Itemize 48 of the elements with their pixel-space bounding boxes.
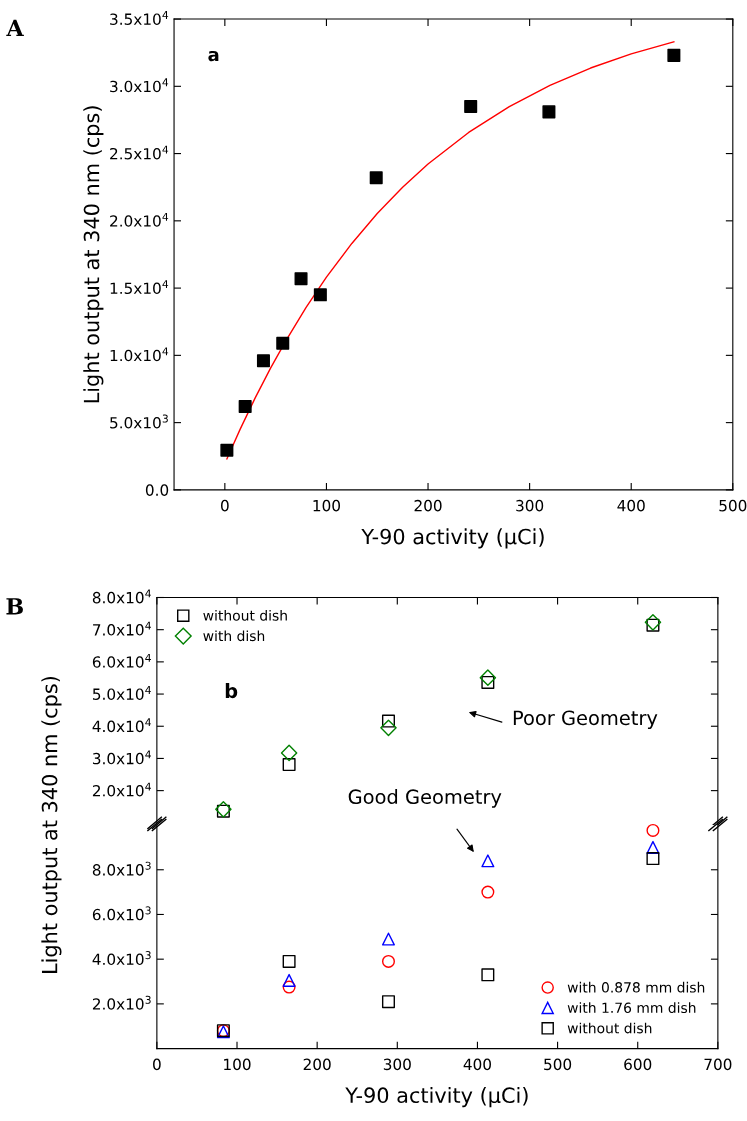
x-tick-label: 700 <box>704 1058 732 1071</box>
y-tick-label: 4.0x10$^{4}$ <box>92 718 151 733</box>
legend-label: with dish <box>203 630 265 642</box>
x-tick-label: 0 <box>220 499 229 512</box>
legend-label: with 0.878 mm dish <box>567 981 705 993</box>
y-tick-label: 4.0x10$^{3}$ <box>92 951 151 966</box>
x-tick-label: 600 <box>624 1058 652 1071</box>
y-axis-title: Light output at 340 nm (cps) <box>83 106 104 403</box>
x-tick-label: 200 <box>414 499 442 512</box>
y-tick-label: 2.0x10$^{4}$ <box>110 212 169 227</box>
legend-label: with 1.76 mm dish <box>567 1002 696 1014</box>
x-tick-label: 300 <box>383 1058 411 1071</box>
x-tick-label: 100 <box>224 1058 251 1071</box>
y-tick-label: 3.5x10$^{4}$ <box>110 11 169 25</box>
y-tick-label: 8.0x10$^{4}$ <box>92 589 151 604</box>
y-tick-label: 2.0x10$^{3}$ <box>92 995 151 1010</box>
x-tick-label: 300 <box>516 499 544 512</box>
annotation: Good Geometry <box>348 789 502 808</box>
x-axis-title: Y-90 activity (μCi) <box>361 528 544 549</box>
y-tick-label: 6.0x10$^{3}$ <box>92 906 151 921</box>
text: B <box>6 598 23 615</box>
y-tick-label: 5.0x10$^{3}$ <box>110 414 168 429</box>
y-tick-label: 6.0x10$^{4}$ <box>92 653 151 668</box>
y-tick-label: 5.0x10$^{4}$ <box>92 686 151 700</box>
text: A <box>6 19 24 36</box>
x-tick-label: 100 <box>313 499 340 512</box>
annotation: b <box>225 683 238 699</box>
y-tick-label: 1.5x10$^{4}$ <box>110 280 169 295</box>
legend-label: without dish <box>203 609 287 621</box>
y-tick-label: 2.0x10$^{4}$ <box>92 782 151 797</box>
x-tick-label: 500 <box>719 499 747 512</box>
x-tick-label: 0 <box>153 1058 161 1071</box>
y-axis-title: Light output at 340 nm (cps) <box>41 676 62 973</box>
x-tick-label: 200 <box>303 1058 331 1071</box>
y-tick-label: 3.0x10$^{4}$ <box>110 78 169 93</box>
y-tick-label: 2.5x10$^{4}$ <box>110 145 169 160</box>
legend-label: without dish <box>567 1022 652 1034</box>
x-axis-title: Y-90 activity (μCi) <box>345 1086 528 1108</box>
x-tick-label: 400 <box>463 1058 492 1071</box>
annotation: a <box>208 50 219 62</box>
y-tick-label: 8.0x10$^{3}$ <box>92 861 151 876</box>
x-tick-label: 400 <box>617 499 645 512</box>
y-tick-label: 1.0x10$^{4}$ <box>110 347 169 362</box>
x-tick-label: 500 <box>544 1058 572 1071</box>
y-tick-label: 3.0x10$^{4}$ <box>92 750 151 765</box>
y-tick-label: 7.0x10$^{4}$ <box>93 621 151 636</box>
annotation: Poor Geometry <box>513 710 658 729</box>
y-tick-label: 0.0 <box>145 484 169 496</box>
